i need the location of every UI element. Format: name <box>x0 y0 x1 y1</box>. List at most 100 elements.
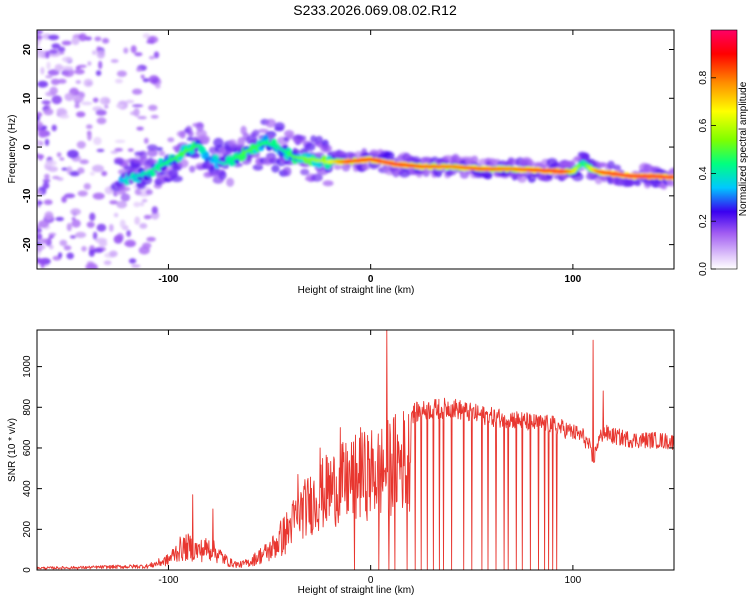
colorbar-tick-label: 0.8 <box>698 70 709 84</box>
noise-blob <box>54 63 64 72</box>
noise-blob <box>67 149 79 159</box>
noise-blob <box>37 258 48 265</box>
noise-blob <box>37 244 46 250</box>
y-tick-label: 600 <box>22 439 33 456</box>
halo-blob <box>158 150 166 156</box>
noise-blob <box>151 78 159 83</box>
noise-blob <box>101 170 108 177</box>
noise-blob <box>37 201 43 205</box>
halo-blob <box>189 165 196 173</box>
noise-blob <box>62 68 75 77</box>
colorbar-tick-label: 0.6 <box>698 118 709 132</box>
y-tick-label: 200 <box>22 521 33 538</box>
noise-blob <box>71 219 81 228</box>
noise-blob <box>96 117 107 125</box>
halo-blob <box>594 175 603 185</box>
noise-blob <box>124 239 136 248</box>
noise-blob <box>86 124 93 129</box>
noise-blob <box>77 190 88 197</box>
noise-blob <box>132 104 144 108</box>
noise-blob <box>57 78 67 84</box>
y-tick-label: 20 <box>22 44 33 56</box>
noise-blob <box>138 246 150 255</box>
colorbar: 0.0 0.2 0.4 0.6 0.8 Normalized spectral ampl… <box>698 29 749 276</box>
noise-blob <box>132 88 143 95</box>
noise-blob <box>37 139 40 143</box>
noise-blob <box>71 36 80 46</box>
noise-blob <box>134 188 142 196</box>
noise-blob <box>41 238 49 244</box>
noise-blob <box>50 78 60 86</box>
noise-blob <box>81 101 93 106</box>
halo-blob <box>624 178 636 187</box>
noise-blob <box>123 47 129 54</box>
noise-blob <box>57 46 66 53</box>
noise-blob <box>42 179 51 183</box>
noise-blob <box>142 33 151 39</box>
halo-blob <box>252 129 260 137</box>
noise-blob <box>150 114 159 119</box>
noise-blob <box>116 103 124 109</box>
noise-blob <box>59 239 68 247</box>
noise-blob <box>99 96 111 105</box>
noise-blob <box>155 84 161 89</box>
noise-blob <box>116 200 128 209</box>
noise-blob <box>61 196 67 203</box>
halo-blob <box>240 125 247 135</box>
noise-blob <box>133 108 140 117</box>
noise-blob <box>37 121 44 130</box>
noise-blob <box>44 138 50 146</box>
halo-blob <box>274 122 285 131</box>
halo-blob <box>170 175 183 183</box>
noise-blob <box>37 233 43 241</box>
spectrogram-x-label: Height of straight line (km) <box>298 285 415 296</box>
noise-blob <box>146 40 155 44</box>
noise-blob <box>38 220 50 228</box>
noise-blob <box>37 34 43 40</box>
noise-blob <box>94 36 102 42</box>
noise-blob <box>102 38 110 44</box>
halo-blob <box>198 134 210 144</box>
noise-blob <box>77 167 85 174</box>
snr-y-ticks: 0 200 400 600 800 1000 <box>22 355 674 573</box>
noise-blob <box>130 45 137 54</box>
noise-blob <box>92 164 104 173</box>
noise-blob <box>51 43 61 49</box>
halo-blob <box>613 164 621 171</box>
noise-blob <box>142 78 150 83</box>
halo-blob <box>596 162 609 168</box>
x-tick-label: 0 <box>368 274 374 285</box>
noise-blob <box>143 214 152 220</box>
noise-blob <box>49 86 58 95</box>
noise-blob <box>92 231 98 240</box>
spectrogram-x-ticks: -100 0 100 <box>158 30 582 285</box>
noise-blob <box>115 78 123 84</box>
noise-blob <box>88 249 95 257</box>
noise-blob <box>76 111 86 118</box>
noise-blob <box>93 248 104 253</box>
noise-blob <box>64 193 76 199</box>
noise-blob <box>86 81 93 86</box>
noise-blob <box>137 116 147 120</box>
noise-blob <box>43 108 54 116</box>
halo-blob <box>304 142 316 152</box>
x-tick-label: 100 <box>565 575 582 586</box>
noise-blob <box>37 80 49 88</box>
noise-blob <box>73 95 84 103</box>
noise-blob <box>44 173 50 180</box>
noise-blob <box>87 61 92 66</box>
halo-blob <box>333 164 342 170</box>
noise-blob <box>75 66 81 70</box>
halo-blob <box>286 134 294 140</box>
colorbar-gradient <box>711 30 737 269</box>
noise-blob <box>37 129 48 138</box>
noise-blob <box>110 150 119 154</box>
colorbar-frame <box>710 29 738 270</box>
ridge-core <box>575 164 581 168</box>
halo-blob <box>120 193 131 202</box>
halo-blob <box>252 164 264 171</box>
noise-blob <box>61 40 72 46</box>
noise-blob <box>69 170 80 177</box>
halo-blob <box>226 177 235 187</box>
